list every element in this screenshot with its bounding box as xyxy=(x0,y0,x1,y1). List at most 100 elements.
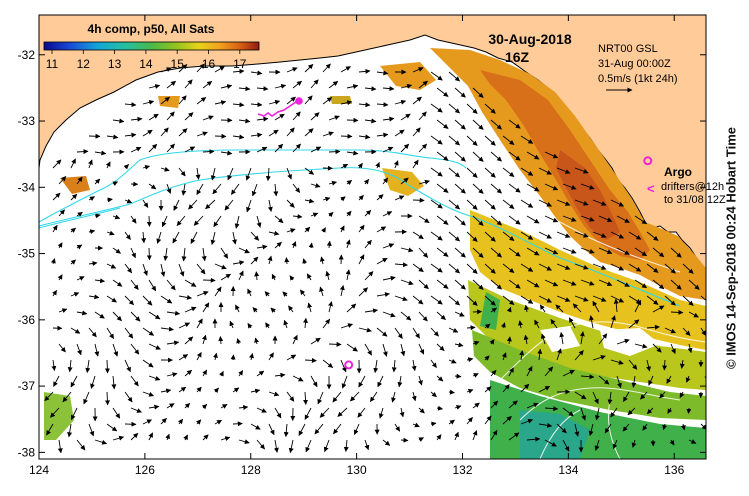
current-arrow xyxy=(418,407,425,414)
current-arrow xyxy=(142,391,155,397)
current-arrow xyxy=(646,359,651,372)
current-arrow xyxy=(652,343,662,353)
current-arrow xyxy=(430,295,443,305)
current-arrow xyxy=(430,231,443,241)
current-arrow xyxy=(310,337,321,345)
current-arrow xyxy=(466,417,473,425)
current-arrow xyxy=(382,146,394,153)
current-arrow xyxy=(448,389,455,395)
current-arrow xyxy=(250,423,261,430)
current-arrow xyxy=(304,198,315,204)
current-arrow xyxy=(224,199,234,211)
current-arrow xyxy=(616,247,630,255)
current-arrow xyxy=(44,391,54,402)
current-arrow xyxy=(148,143,158,153)
current-arrow xyxy=(616,279,630,287)
current-arrow xyxy=(634,247,648,257)
current-arrow xyxy=(484,135,496,146)
lat-tick-label: -33 xyxy=(18,114,36,128)
current-arrow xyxy=(382,275,396,281)
credit-strip: © IMOS 14-Sep-2018 00:24 Hobart Time xyxy=(713,4,749,492)
current-arrow xyxy=(328,80,339,89)
current-arrow xyxy=(166,403,175,409)
current-arrow xyxy=(502,135,515,146)
current-arrow xyxy=(58,209,65,217)
current-arrow xyxy=(195,167,201,180)
current-time: 31-Aug 00:00Z xyxy=(598,58,671,70)
current-arrow xyxy=(254,271,260,281)
current-arrow xyxy=(58,176,67,185)
current-arrow xyxy=(592,231,607,238)
current-arrow xyxy=(454,151,466,162)
coastline xyxy=(39,34,706,271)
current-arrow xyxy=(106,134,119,140)
current-arrow xyxy=(184,306,197,313)
current-arrow xyxy=(177,418,184,425)
current-arrow xyxy=(572,303,582,313)
current-arrow xyxy=(544,406,559,412)
current-arrow xyxy=(52,192,61,201)
current-arrow xyxy=(508,432,520,441)
current-arrow xyxy=(484,199,496,210)
current-arrow xyxy=(340,323,354,329)
current-arrow xyxy=(184,279,197,287)
current-arrow xyxy=(364,271,374,281)
current-arrow xyxy=(670,247,682,258)
current-arrow xyxy=(363,178,370,185)
current-arrow xyxy=(267,255,273,265)
current-arrow xyxy=(50,407,60,418)
current-arrow xyxy=(148,183,157,190)
current-arrow xyxy=(76,176,83,185)
current-arrow xyxy=(310,375,318,388)
current-arrow xyxy=(124,391,133,403)
current-arrow xyxy=(148,343,161,350)
current-arrow xyxy=(310,112,320,121)
current-arrow xyxy=(130,375,139,387)
current-arrow xyxy=(250,231,260,241)
current-arrow xyxy=(400,83,413,89)
current-arrow xyxy=(616,375,622,389)
current-arrow xyxy=(393,160,399,169)
current-arrow xyxy=(682,327,691,336)
lon-tick-label: 128 xyxy=(241,463,261,477)
current-arrow xyxy=(238,404,249,410)
current-arrow xyxy=(400,343,406,357)
current-arrow xyxy=(283,423,289,438)
current-arrow xyxy=(256,146,268,153)
current-arrow xyxy=(412,295,424,305)
current-arrow xyxy=(430,421,437,427)
current-arrow xyxy=(382,86,395,92)
current-arrow xyxy=(400,311,412,321)
current-arrow xyxy=(466,167,478,178)
current-arrow xyxy=(472,373,479,378)
current-arrow xyxy=(490,183,502,194)
current-arrow xyxy=(544,366,554,377)
current-arrow xyxy=(112,311,122,322)
current-arrow xyxy=(680,423,686,431)
current-arrow xyxy=(679,391,685,398)
current-arrow xyxy=(304,226,311,233)
current-arrow xyxy=(70,227,76,233)
current-arrow xyxy=(251,183,258,197)
current-arrow xyxy=(436,434,442,441)
current-arrow xyxy=(130,116,143,122)
current-arrow xyxy=(412,96,422,105)
current-arrow xyxy=(382,311,396,318)
current-arrow xyxy=(364,439,370,451)
current-arrow xyxy=(436,119,449,129)
colorbar-label: 14 xyxy=(139,57,153,71)
current-arrow xyxy=(214,286,222,297)
current-arrow xyxy=(484,415,492,425)
current-arrow xyxy=(156,231,162,244)
current-arrow xyxy=(238,86,251,92)
current-arrow xyxy=(227,167,234,181)
current-arrow xyxy=(246,199,252,213)
current-arrow xyxy=(183,434,188,441)
current-arrow xyxy=(688,311,699,318)
current-arrow xyxy=(322,318,331,329)
current-arrow xyxy=(436,151,449,161)
date-title: 30-Aug-2018 xyxy=(488,31,571,47)
current-arrow xyxy=(178,294,192,300)
current-arrow xyxy=(502,384,510,393)
current-arrow xyxy=(256,86,269,92)
